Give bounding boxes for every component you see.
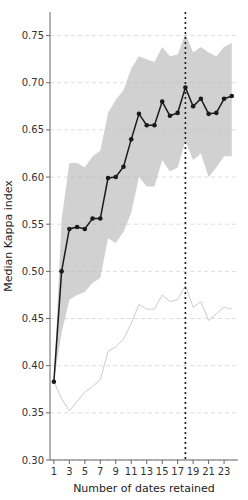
point (67, 227, 72, 232)
grid-line (50, 365, 238, 366)
point (75, 225, 80, 230)
y-tick-label: 0.55 (22, 219, 44, 230)
point (160, 99, 165, 104)
x-tick-label: 15 (156, 466, 169, 477)
x-tick-label: 13 (140, 466, 153, 477)
y-tick-label: 0.60 (22, 172, 44, 183)
x-tick-label: 3 (66, 466, 72, 477)
point (214, 111, 219, 116)
x-tick (162, 460, 163, 464)
x-tick (131, 460, 132, 464)
y-tick-label: 0.40 (22, 360, 44, 371)
point (106, 176, 111, 181)
y-tick (46, 365, 50, 366)
x-tick-label: 5 (82, 466, 88, 477)
point (113, 175, 118, 180)
point (168, 113, 173, 118)
y-tick (46, 271, 50, 272)
point (59, 269, 64, 274)
point (144, 123, 149, 128)
x-tick (100, 460, 101, 464)
point (83, 227, 88, 232)
x-tick (224, 460, 225, 464)
chart: 0.30 0.35 0.40 0.45 0.50 0.55 0.60 0.65 0.70 0.75… (0, 0, 248, 500)
x-tick (146, 460, 147, 464)
x-tick (193, 460, 194, 464)
x-axis-label: Number of dates retained (73, 482, 215, 495)
x-tick-label: 9 (113, 466, 119, 477)
grid-line (50, 460, 238, 461)
x-tick (69, 460, 70, 464)
vertical-line (185, 12, 187, 460)
band (54, 34, 232, 382)
point (121, 164, 126, 169)
x-tick-label: 11 (125, 466, 138, 477)
point (137, 112, 142, 117)
y-tick-label: 0.35 (22, 407, 44, 418)
y-tick (46, 318, 50, 319)
y-tick (46, 35, 50, 36)
x-tick (177, 460, 178, 464)
y-tick-label: 0.45 (22, 313, 44, 324)
point (52, 379, 57, 384)
x-tick-label: 17 (171, 466, 184, 477)
point (199, 96, 204, 101)
point (129, 137, 134, 142)
y-tick-label: 0.65 (22, 124, 44, 135)
x-tick-label: 19 (187, 466, 200, 477)
y-tick-label: 0.75 (22, 30, 44, 41)
point (90, 216, 95, 221)
x-tick (208, 460, 209, 464)
point (191, 104, 196, 109)
point (230, 94, 235, 99)
x-tick (115, 460, 116, 464)
y-axis-line (50, 12, 51, 460)
grid-line (50, 412, 238, 413)
plot-area (52, 12, 235, 460)
point (152, 123, 157, 128)
y-axis-label: Median Kappa index (2, 180, 15, 292)
x-axis-line (50, 460, 238, 461)
x-tick-label: 23 (218, 466, 231, 477)
x-tick (84, 460, 85, 464)
x-tick-label: 7 (97, 466, 103, 477)
line (54, 286, 232, 411)
y-tick (46, 460, 50, 461)
x-tick (53, 460, 54, 464)
y-tick (46, 224, 50, 225)
point (175, 111, 180, 116)
y-tick-label: 0.50 (22, 266, 44, 277)
y-tick (46, 82, 50, 83)
axes: 0.30 0.35 0.40 0.45 0.50 0.55 0.60 0.65 0.70 0.75… (22, 12, 238, 477)
grid-line (50, 35, 238, 36)
point (222, 96, 227, 101)
line (54, 87, 232, 381)
y-tick-label: 0.30 (22, 455, 44, 466)
x-tick-label: 1 (51, 466, 57, 477)
x-tick-label: 21 (202, 466, 215, 477)
point (206, 112, 211, 117)
point (98, 216, 103, 221)
y-tick-label: 0.70 (22, 77, 44, 88)
y-tick (46, 129, 50, 130)
y-tick (46, 177, 50, 178)
y-tick (46, 412, 50, 413)
